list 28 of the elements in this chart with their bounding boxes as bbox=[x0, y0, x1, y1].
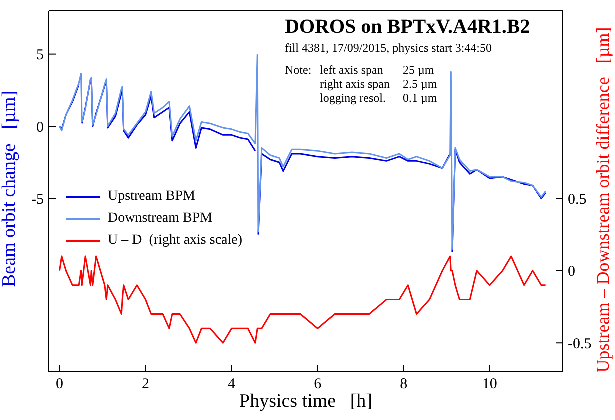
annotation: 25 µm bbox=[403, 63, 434, 78]
legend-label: Downstream BPM bbox=[108, 211, 213, 227]
annotation: 2.5 µm bbox=[403, 77, 438, 92]
annotation: logging resol. bbox=[320, 91, 386, 106]
x-tick-label: 4 bbox=[228, 376, 236, 393]
x-tick-label: 6 bbox=[314, 376, 322, 393]
x-tick-label: 8 bbox=[400, 376, 408, 393]
x-tick-label: 10 bbox=[482, 376, 498, 393]
y2-tick-label: 0.5 bbox=[568, 192, 587, 208]
y-tick-label: 5 bbox=[36, 48, 44, 64]
x-axis-title: Physics time [h] bbox=[238, 391, 374, 413]
text: fill 4381, 17/09/2015, physics start 3:44:50 bbox=[285, 41, 492, 56]
annotation: Note: bbox=[285, 63, 312, 78]
legend-label: Upstream BPM bbox=[108, 189, 196, 205]
legend-label: U – D (right axis scale) bbox=[108, 233, 243, 249]
y-tick-label: 0 bbox=[36, 120, 44, 136]
y2-tick-label: 0 bbox=[568, 264, 576, 280]
x-tick-label: 2 bbox=[142, 376, 150, 393]
line-series bbox=[59, 256, 547, 344]
y-tick-label: -5 bbox=[32, 192, 44, 208]
y2-tick-label: -0.5 bbox=[568, 336, 592, 352]
annotation: left axis span bbox=[320, 63, 384, 78]
annotation: 0.1 µm bbox=[403, 91, 438, 106]
annotation: right axis span bbox=[320, 77, 390, 92]
y2-axis-title: Upstream – Downstream orbit difference [µm] bbox=[592, 26, 614, 375]
x-tick-label: 0 bbox=[56, 376, 64, 393]
y-axis-title: Beam orbit change [µm] bbox=[0, 90, 21, 290]
chart-title: DOROS on BPTxV.A4R1.B2 bbox=[285, 16, 530, 39]
